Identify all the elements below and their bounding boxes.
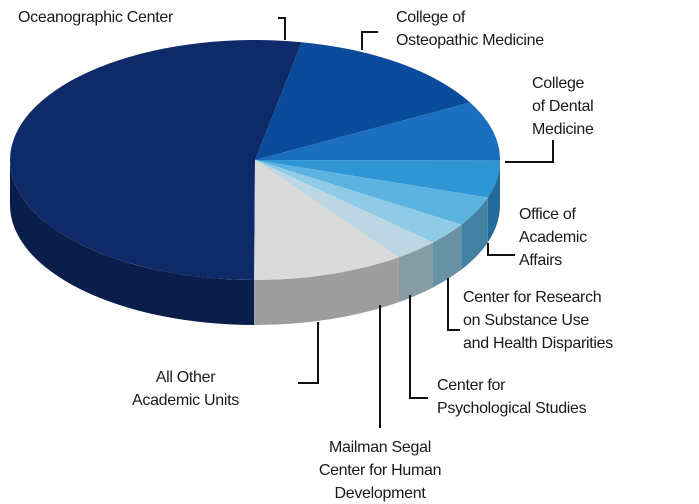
slice-side [10, 160, 255, 325]
leader-line [361, 31, 378, 50]
leader-line [487, 243, 515, 256]
slice-side [433, 224, 462, 288]
slice-label: All Other Academic Units [132, 369, 239, 409]
leader-line [298, 322, 319, 384]
slice [10, 39, 302, 280]
slice-side [398, 242, 434, 303]
leader-line [278, 17, 286, 40]
slice-side [461, 197, 488, 270]
pie [10, 39, 500, 325]
slice-label: College of Osteopathic Medicine [396, 9, 544, 49]
leader-line [447, 278, 460, 331]
slice-label: Oceanographic Center [18, 9, 173, 26]
slice-label: Center for Psychological Studies [437, 377, 587, 417]
slice [255, 160, 462, 243]
slice [255, 160, 488, 225]
slice-label: Center for Research on Substance Use and… [463, 289, 613, 352]
slice-side [254, 257, 399, 325]
slice-label: Mailman Segal Center for Human Developme… [318, 439, 442, 502]
slice-side [487, 160, 500, 243]
slice [255, 160, 434, 258]
slice [255, 42, 471, 160]
slice-label: Office of Academic Affairs [519, 206, 587, 269]
slice-label: College of Dental Medicine [532, 75, 594, 138]
leader-line [409, 295, 428, 399]
leader-line [505, 140, 554, 163]
slice [255, 160, 500, 198]
slice [255, 102, 500, 161]
slice [254, 160, 399, 280]
